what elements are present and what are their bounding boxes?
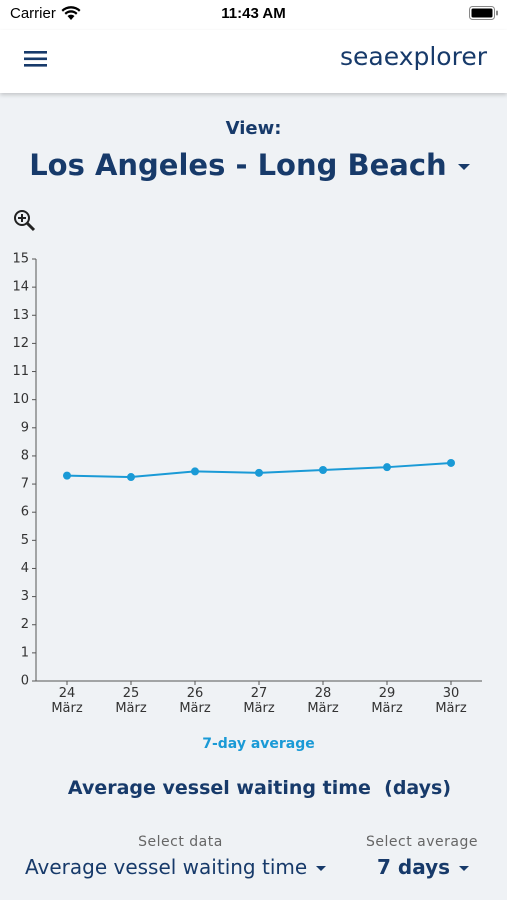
dropdown-caret: [459, 866, 469, 871]
wifi-icon: [61, 6, 81, 20]
x-tick-label: 24 März: [51, 686, 83, 716]
chart-title: Average vessel waiting time (days): [67, 777, 452, 799]
legend-entry: 7-day average: [202, 736, 315, 752]
data-point: [319, 466, 327, 474]
y-tick-label: 14: [12, 280, 29, 295]
app-header: seaexplorer: [0, 30, 507, 93]
y-tick-label: 11: [12, 364, 29, 379]
y-tick-label: 0: [21, 674, 29, 689]
y-tick-label: 5: [21, 533, 29, 548]
data-point: [191, 467, 199, 476]
y-tick-label: 12: [12, 336, 29, 351]
view-selector[interactable]: Los Angeles - Long Beach: [0, 148, 500, 182]
data-select-label: Select data: [138, 834, 223, 850]
y-tick-label: 4: [21, 561, 29, 576]
x-tick-label: 30 März: [435, 686, 467, 716]
y-tick-label: 2: [21, 617, 29, 632]
status-bar: Carrier 11:43 AM: [0, 0, 507, 30]
data-point: [383, 463, 391, 472]
selected-port: Los Angeles - Long Beach: [29, 148, 447, 182]
data-point: [447, 458, 455, 467]
x-tick-label: 29 März: [371, 686, 403, 716]
y-tick-label: 8: [21, 448, 29, 463]
data-point: [63, 471, 71, 480]
battery-icon: [469, 6, 498, 20]
dropdown-caret: [457, 164, 470, 170]
y-tick-label: 6: [21, 505, 29, 520]
y-tick-label: 1: [21, 645, 29, 660]
data-select-value: Average vessel waiting time: [25, 855, 308, 879]
x-tick-label: 28 März: [307, 686, 339, 716]
average-select-label: Select average: [366, 834, 478, 850]
carrier: Carrier: [10, 5, 56, 22]
data-select[interactable]: Average vessel waiting time: [25, 855, 328, 879]
y-tick-label: 15: [12, 252, 29, 267]
average-select[interactable]: 7 days: [377, 855, 471, 879]
view-label: View:: [225, 118, 282, 139]
data-point: [127, 473, 135, 482]
zoom-button[interactable]: [13, 209, 37, 233]
data-point: [255, 468, 263, 477]
menu-button[interactable]: [24, 50, 47, 68]
brand-logo: seaexplorer: [340, 42, 487, 71]
clock: 11:43 AM: [221, 5, 286, 22]
x-tick-label: 26 März: [179, 686, 211, 716]
y-tick-label: 7: [21, 477, 29, 492]
y-tick-label: 9: [21, 420, 29, 435]
x-tick-label: 25 März: [115, 686, 147, 716]
dropdown-caret: [315, 866, 326, 871]
y-tick-label: 10: [12, 392, 29, 407]
average-select-value: 7 days: [377, 855, 451, 879]
x-tick-label: 27 März: [243, 686, 275, 716]
y-tick-label: 13: [12, 308, 29, 323]
y-tick-label: 3: [21, 589, 29, 604]
